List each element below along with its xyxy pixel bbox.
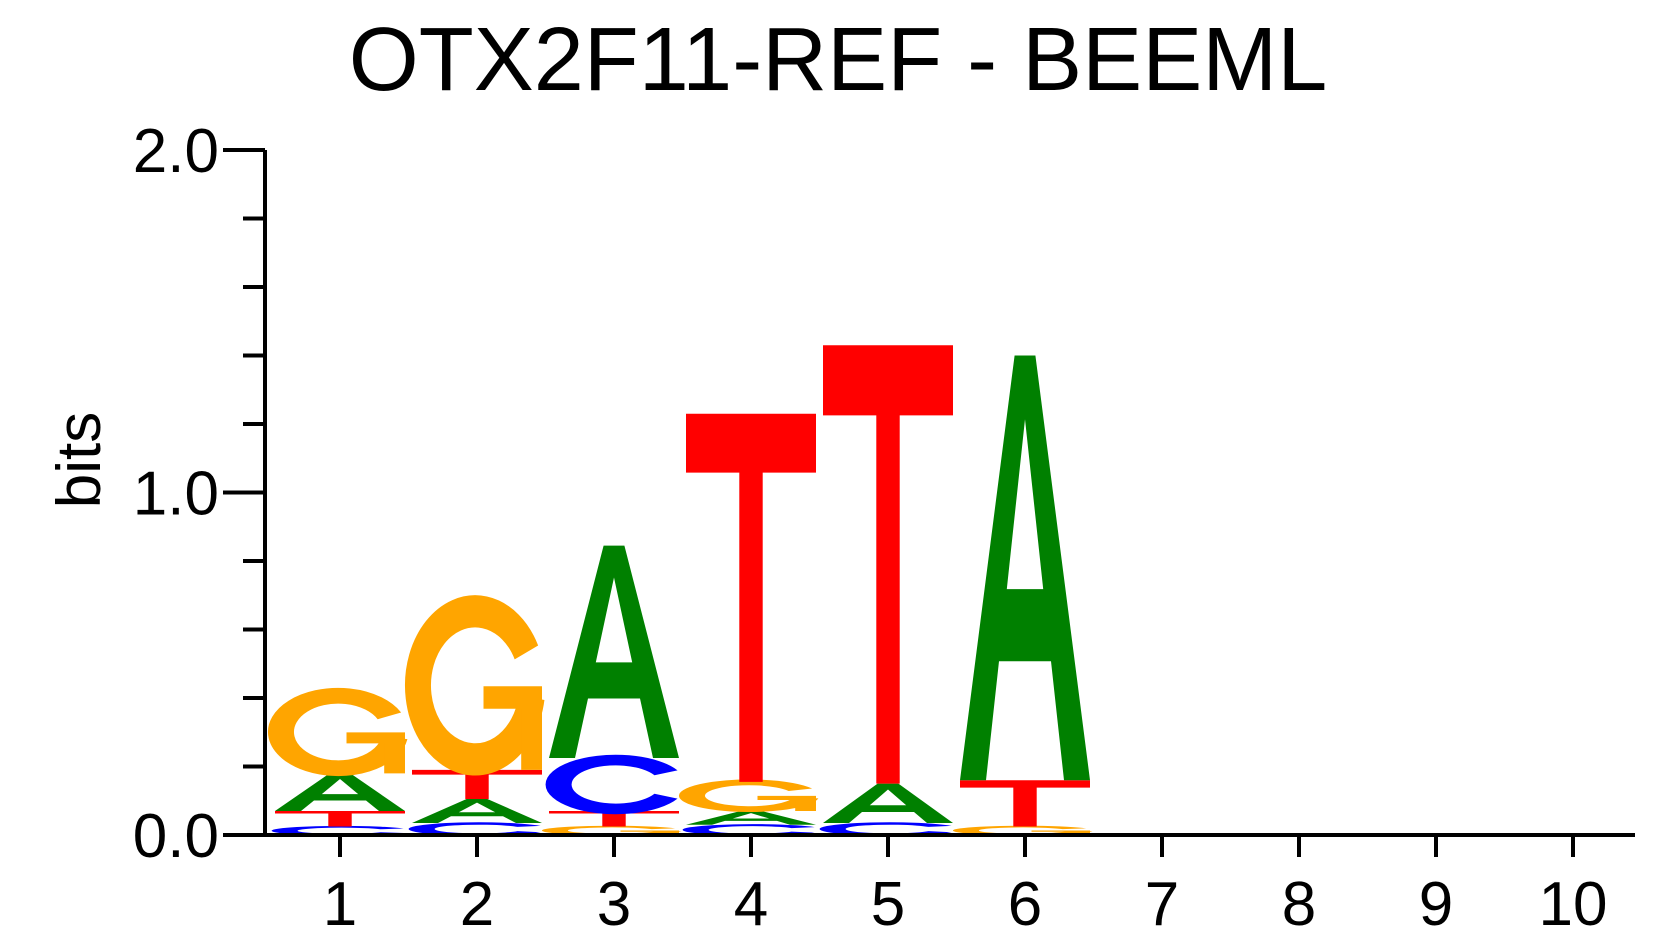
letter-g-pos4-2 bbox=[679, 779, 819, 813]
x-tick-label: 7 bbox=[1145, 870, 1179, 939]
letter-t-pos5-2 bbox=[823, 345, 953, 784]
letter-c-pos2-0 bbox=[408, 822, 541, 836]
y-tick-label: 1.0 bbox=[133, 460, 219, 529]
letter-g-pos2-3 bbox=[405, 595, 545, 776]
letter-t-pos3-1 bbox=[549, 811, 679, 827]
letter-a-pos5-1 bbox=[823, 783, 953, 824]
x-tick-label: 5 bbox=[871, 870, 905, 939]
letter-t-pos4-3 bbox=[686, 413, 816, 782]
x-tick-label: 1 bbox=[323, 870, 357, 939]
letter-t-pos6-1 bbox=[960, 780, 1090, 827]
x-tick-label: 2 bbox=[460, 870, 494, 939]
letter-a-pos3-3 bbox=[549, 545, 679, 758]
letter-a-pos6-2 bbox=[960, 355, 1090, 781]
axes: 0.0 1.0 2.0 1 2 3 4 5 6 7 8 9 10 bbox=[133, 117, 1635, 939]
chart-title: OTX2F11-REF - BEEML bbox=[349, 10, 1328, 110]
y-axis-label: bits bbox=[45, 412, 114, 508]
x-tick-label: 6 bbox=[1008, 870, 1042, 939]
letter-stacks bbox=[268, 345, 1093, 836]
letter-a-pos2-1 bbox=[412, 799, 542, 824]
y-tick-label: 2.0 bbox=[133, 117, 219, 186]
letter-t-pos1-1 bbox=[275, 811, 405, 827]
x-tick-label: 9 bbox=[1419, 870, 1453, 939]
x-tick-label: 3 bbox=[597, 870, 631, 939]
x-tick-label: 10 bbox=[1539, 870, 1608, 939]
letter-g-pos1-3 bbox=[268, 687, 408, 777]
letter-c-pos3-2 bbox=[545, 754, 678, 815]
letter-a-pos1-2 bbox=[275, 773, 405, 812]
letter-a-pos4-1 bbox=[686, 811, 816, 825]
letter-c-pos5-0 bbox=[819, 822, 952, 836]
x-tick-label: 4 bbox=[734, 870, 768, 939]
x-tick-label: 8 bbox=[1282, 870, 1316, 939]
y-tick-label: 0.0 bbox=[133, 802, 219, 871]
letter-t-pos2-2 bbox=[412, 769, 542, 800]
